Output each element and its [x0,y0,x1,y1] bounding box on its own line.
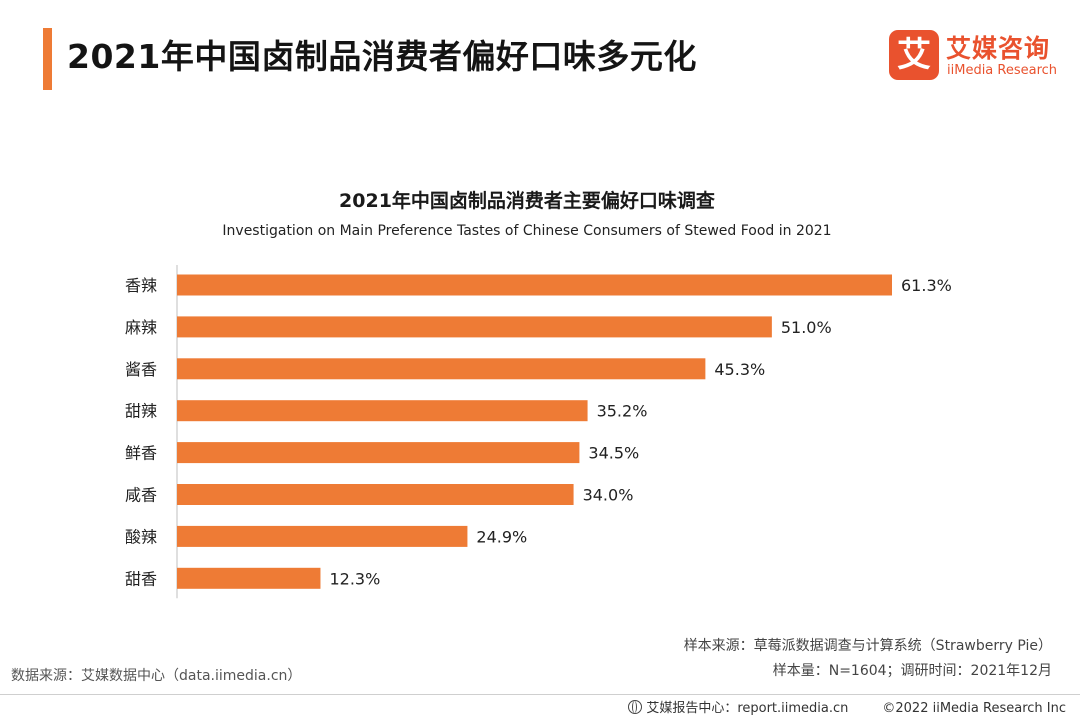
sample-info: 样本来源：草莓派数据调查与计算系统（Strawberry Pie） 样本量：N=… [684,634,1052,684]
chart-subtitle: Investigation on Main Preference Tastes … [222,223,832,239]
category-label: 酸辣 [125,527,157,546]
bar [177,400,588,422]
category-label: 鲜香 [125,444,157,463]
logo-chinese-name: 艾媒咨询 [946,34,1051,63]
value-label: 34.0% [583,486,634,505]
bar [177,567,321,589]
report-center-link[interactable]: 艾媒报告中心：report.iimedia.cn [646,701,849,716]
sample-source: 样本来源：草莓派数据调查与计算系统（Strawberry Pie） [683,638,1052,654]
value-label: 12.3% [329,569,380,588]
data-source: 数据来源：艾媒数据中心（data.iimedia.cn） [11,668,302,684]
value-label: 24.9% [476,527,527,546]
category-label: 甜香 [125,569,157,588]
copyright: ©2022 iiMedia Research Inc [882,701,1066,716]
category-label: 麻辣 [125,318,157,337]
bar [177,484,574,505]
value-label: 51.0% [781,318,832,337]
category-label: 酱香 [125,360,157,379]
category-label: 甜辣 [125,402,157,421]
bar [177,442,580,464]
footer-bar: 艾媒报告中心：report.iimedia.cn ©2022 iiMedia Re… [628,697,1066,716]
bar [177,358,706,380]
bar [177,525,468,547]
category-label: 香辣 [125,276,157,295]
chart-title: 2021年中国卤制品消费者主要偏好口味调查 [339,190,715,212]
logo-mark-icon: 艾 [889,30,939,80]
globe-icon [628,700,643,714]
category-label: 咸香 [125,486,157,505]
page-title: 2021年中国卤制品消费者偏好口味多元化 [67,37,697,76]
title-accent-bar [43,28,52,90]
value-label: 61.3% [901,276,952,295]
value-label: 45.3% [714,360,765,379]
value-label: 35.2% [597,402,648,421]
sample-size: 样本量：N=1604；调研时间：2021年12月 [772,663,1052,679]
footer-divider [0,694,1080,695]
value-label: 34.5% [588,444,639,463]
bar [177,274,892,296]
bar [177,316,772,338]
logo-english-name: iiMedia Research [947,63,1058,78]
